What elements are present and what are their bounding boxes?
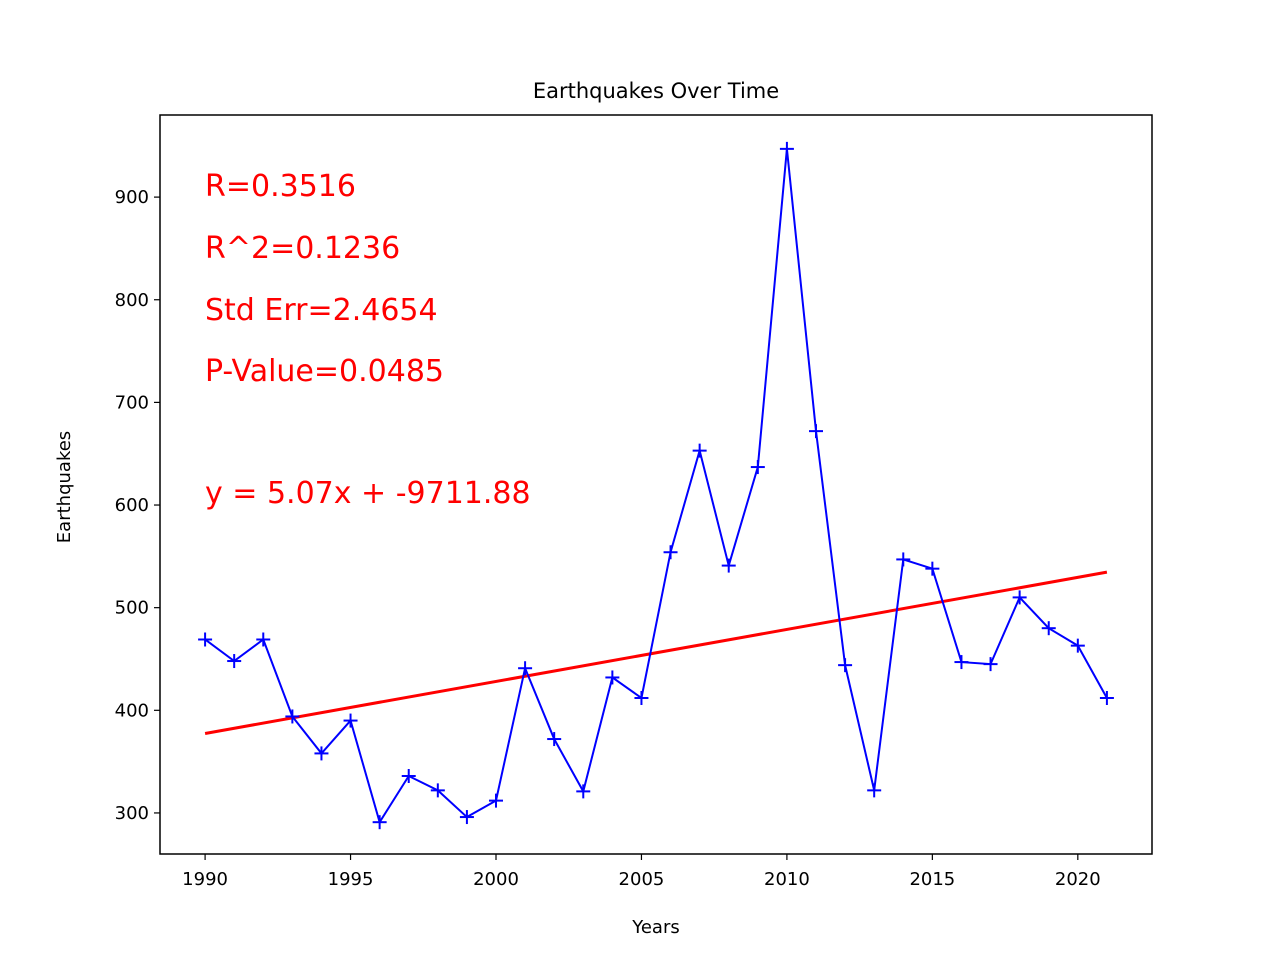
x-tick-label: 2020 <box>1055 869 1101 890</box>
data-point <box>518 661 533 676</box>
data-point <box>1070 638 1085 653</box>
data-point <box>1012 590 1027 605</box>
y-tick-label: 500 <box>115 598 149 619</box>
x-tick-label: 2005 <box>619 869 665 890</box>
y-tick-label: 600 <box>115 495 149 516</box>
data-point <box>430 783 445 798</box>
series-layer <box>198 141 1114 830</box>
chart-title: Earthquakes Over Time <box>533 79 779 103</box>
data-point <box>605 670 620 685</box>
x-axis-ticks: 1990 1995 2000 2005 2010 2015 2020 <box>182 854 1101 890</box>
data-point <box>401 768 416 783</box>
annotation-r-squared: R^2=0.1236 <box>205 231 400 266</box>
x-tick-label: 1995 <box>328 869 374 890</box>
y-axis-label: Earthquakes <box>54 431 75 543</box>
annotation-r: R=0.3516 <box>205 169 356 204</box>
data-point <box>896 552 911 567</box>
annotation-equation: y = 5.07x + -9711.88 <box>205 476 531 511</box>
data-point <box>779 141 794 156</box>
x-tick-label: 2015 <box>909 869 955 890</box>
data-point <box>954 655 969 670</box>
data-point <box>489 793 503 808</box>
data-point <box>925 561 940 576</box>
annotation-layer: R=0.3516 R^2=0.1236 Std Err=2.4654 P-Value=… <box>205 169 531 511</box>
data-point <box>227 654 242 669</box>
y-tick-label: 400 <box>115 700 149 721</box>
data-point <box>721 558 736 573</box>
data-point <box>576 784 591 799</box>
data-point <box>1099 690 1114 705</box>
data-point <box>547 732 562 747</box>
data-point <box>634 690 649 705</box>
data-point <box>372 815 387 830</box>
data-point <box>314 746 329 761</box>
data-point <box>692 443 707 458</box>
data-point <box>256 632 271 647</box>
data-point <box>198 632 213 647</box>
data-point <box>838 658 853 673</box>
y-tick-label: 900 <box>115 187 149 208</box>
annotation-p-value: P-Value=0.0485 <box>205 354 444 389</box>
data-point <box>663 545 678 560</box>
regression-layer <box>204 570 1108 735</box>
y-axis-ticks: 300 400 500 600 700 800 900 <box>115 187 160 824</box>
x-tick-label: 2010 <box>764 869 810 890</box>
data-point <box>750 460 765 475</box>
data-point <box>1041 621 1056 636</box>
y-tick-label: 700 <box>115 392 149 413</box>
x-tick-label: 1990 <box>182 869 228 890</box>
x-axis-label: Years <box>631 917 680 938</box>
data-point <box>983 657 998 672</box>
data-point <box>343 713 358 728</box>
x-tick-label: 2000 <box>473 869 519 890</box>
plot-frame <box>159 114 1153 855</box>
y-tick-label: 300 <box>115 803 149 824</box>
data-point <box>867 783 882 798</box>
y-tick-label: 800 <box>115 290 149 311</box>
series-line <box>204 148 1108 825</box>
data-point <box>285 709 300 724</box>
data-point <box>809 424 823 439</box>
data-point <box>459 810 474 825</box>
annotation-std-err: Std Err=2.4654 <box>205 293 438 328</box>
regression-line <box>204 570 1108 735</box>
